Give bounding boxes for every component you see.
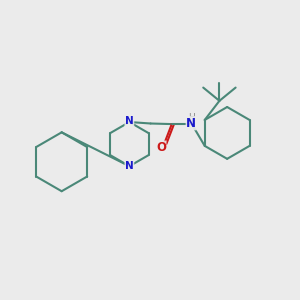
- Text: N: N: [125, 116, 134, 126]
- Text: N: N: [125, 161, 134, 171]
- Text: O: O: [156, 141, 166, 154]
- Text: H: H: [188, 113, 195, 122]
- Text: N: N: [186, 117, 196, 130]
